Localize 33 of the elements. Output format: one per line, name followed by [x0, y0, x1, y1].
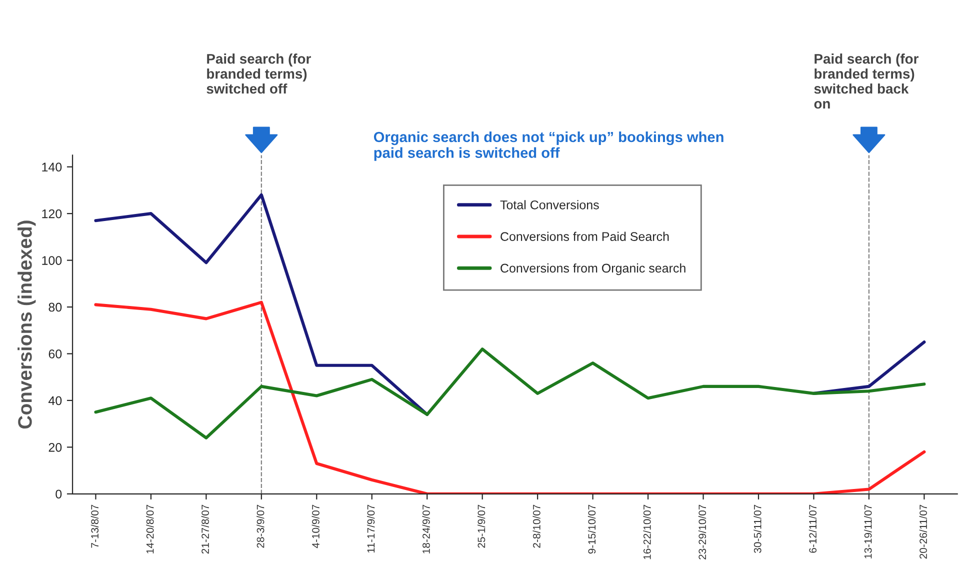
x-tick-label: 13-19/11/07: [864, 504, 872, 558]
text: Paid search (for branded terms) switched off: [206, 54, 311, 94]
y-tick-label: 100: [42, 256, 62, 265]
x-tick-label: 9-15/10/07: [588, 504, 596, 554]
y-tick-label: 80: [48, 302, 62, 312]
x-tick-label: 25-1/9/07: [477, 504, 486, 548]
x-tick-label: 7-13/8/07: [90, 504, 99, 548]
x-tick-label: 6-12/11/07: [808, 504, 817, 553]
y-tick-label: 0: [56, 490, 62, 499]
x-tick-label: 2-8/10/07: [532, 504, 540, 548]
x-tick-label: 4-10/9/07: [312, 504, 320, 548]
x-tick-label: 23-29/10/07: [698, 504, 706, 560]
x-tick-label: 14-20/8/07: [146, 504, 154, 554]
y-tick-label: 60: [48, 350, 62, 358]
x-tick-label: 20-26/11/07: [919, 504, 927, 559]
x-tick-label: 11-17/9/07: [367, 504, 375, 553]
y-tick-label: 140: [42, 162, 62, 172]
y-tick-label: 40: [48, 396, 62, 406]
legend-label: Conversions from Organic search: [500, 263, 686, 276]
text: Paid search (for branded terms) switched back on: [814, 54, 918, 109]
legend-label: Conversions from Paid Search: [500, 232, 669, 241]
x-tick-label: 21-27/8/07: [201, 504, 209, 554]
x-tick-label: 16-22/10/07: [643, 504, 651, 560]
legend-label: Total Conversions: [500, 200, 599, 210]
y-tick-label: 120: [42, 209, 62, 218]
line-series: [94, 300, 926, 494]
x-tick-label: 28-3/9/07: [256, 504, 264, 548]
x-tick-label: 30-5/11/07: [754, 504, 762, 553]
y-axis-title: Conversions (indexed): [18, 220, 36, 429]
line-series: [94, 348, 926, 440]
y-tick-label: 20: [48, 442, 62, 452]
annotation: Organic search does not “pick up” bookings when paid search is switched off: [374, 131, 724, 161]
x-tick-label: 18-24/9/07: [422, 504, 430, 554]
